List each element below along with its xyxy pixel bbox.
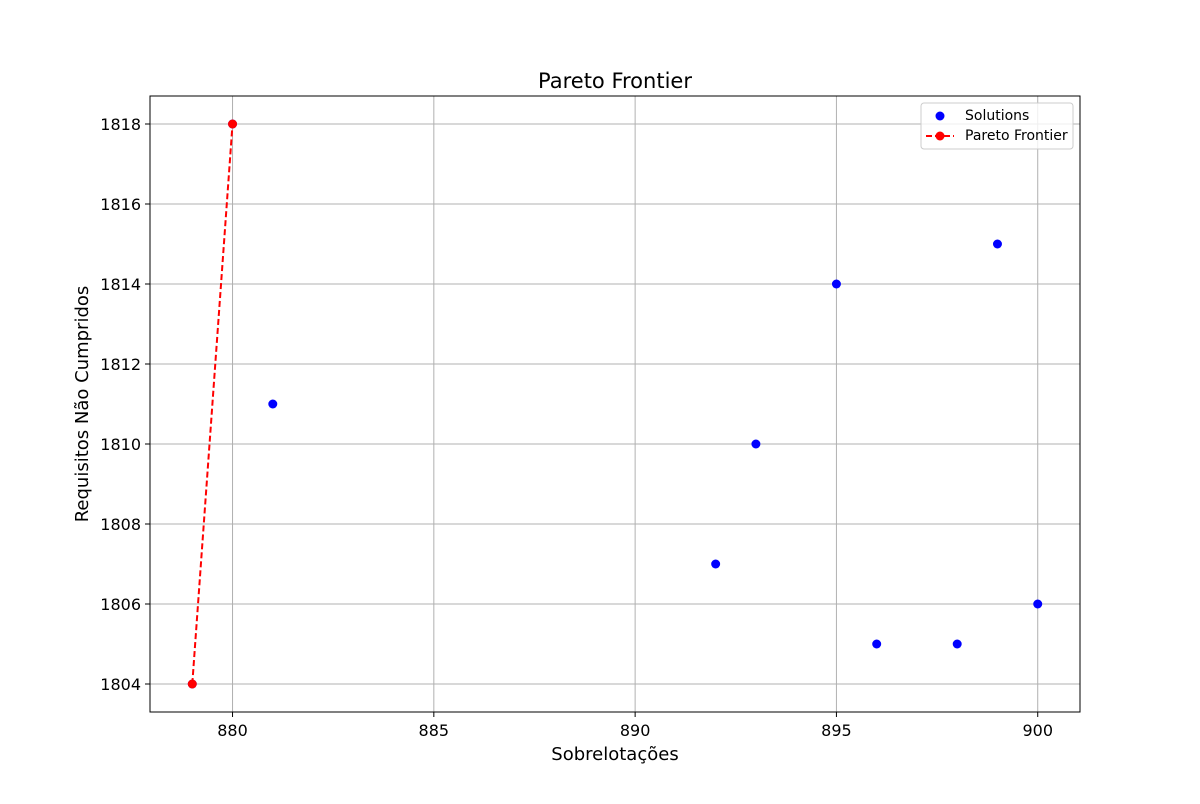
y-axis-label: Requisitos Não Cumpridos [72, 286, 93, 523]
y-tick-label: 1810 [100, 435, 141, 454]
legend-box [920, 102, 1074, 150]
x-tick-label: 895 [821, 721, 852, 740]
solution-point [952, 639, 962, 649]
legend-marker-pareto-frontier [935, 131, 945, 141]
y-tick-label: 1812 [100, 355, 141, 374]
y-tick-label: 1806 [100, 595, 141, 614]
pareto-frontier-point [187, 679, 197, 689]
grid-lines [150, 96, 1080, 712]
solution-point [992, 239, 1002, 249]
chart-title: Pareto Frontier [538, 69, 692, 93]
legend-label-pareto-frontier: Pareto Frontier [965, 128, 1068, 144]
solution-point [872, 639, 882, 649]
pareto-frontier-point [228, 119, 238, 129]
x-tick-label: 900 [1022, 721, 1053, 740]
solution-point [268, 399, 278, 409]
solution-point [1033, 599, 1043, 609]
x-axis-ticks: 880 885 890 895 900 [217, 712, 1053, 740]
legend-label-solutions: Solutions [965, 108, 1029, 124]
y-tick-label: 1804 [100, 675, 141, 694]
x-axis-label: Sobrelotações [551, 744, 678, 765]
legend-marker-solutions [935, 111, 945, 121]
solution-point [711, 559, 721, 569]
x-tick-label: 885 [419, 721, 450, 740]
y-tick-label: 1816 [100, 195, 141, 214]
x-tick-label: 880 [217, 721, 248, 740]
solution-point [831, 279, 841, 289]
pareto-frontier-line [191, 123, 234, 685]
y-tick-label: 1818 [100, 115, 141, 134]
solution-point [751, 439, 761, 449]
x-tick-label: 890 [620, 721, 651, 740]
y-axis-ticks: 1804 1806 1808 1810 1812 1814 1816 1818 [100, 115, 150, 694]
y-tick-label: 1808 [100, 515, 141, 534]
y-tick-label: 1814 [100, 275, 141, 294]
legend-item-pareto-frontier: Pareto Frontier [926, 128, 1068, 144]
legend-item-solutions: Solutions [935, 108, 1029, 124]
plot-series [187, 119, 1043, 689]
plot-frame [149, 95, 1081, 713]
legend: Solutions Pareto Frontier [920, 102, 1074, 150]
